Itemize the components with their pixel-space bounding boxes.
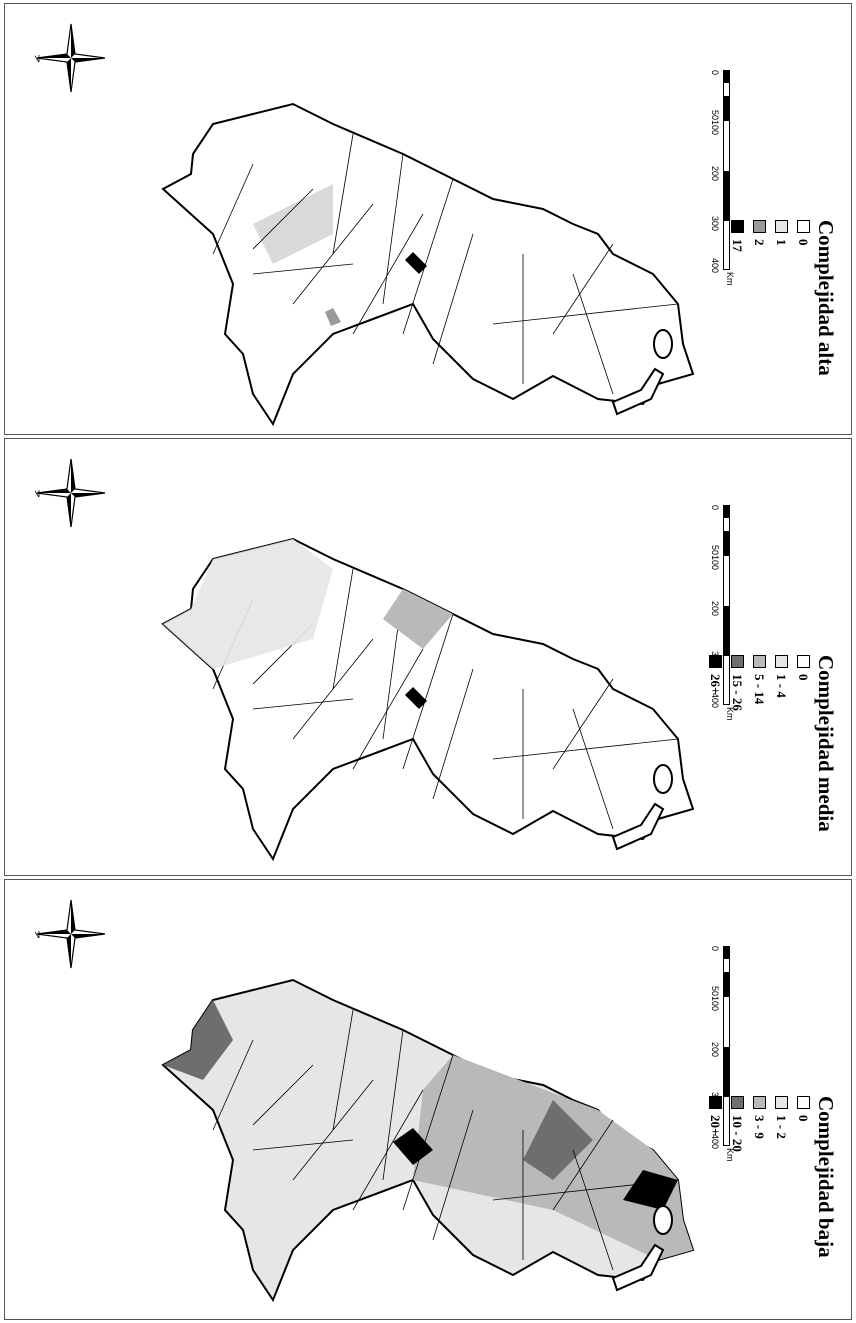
legend-swatch [775,655,788,668]
legend-title-media: Complejidad media [814,655,838,832]
legend-swatch [753,655,766,668]
legend-item: 1 [772,220,790,292]
legend-swatch [775,1096,788,1109]
legend-item: 2 [750,220,768,292]
legend-item: 5 - 14 [750,655,768,727]
scale-bar: 0 50100 200 300 400 Km [710,505,735,721]
legend-swatch [753,1096,766,1109]
legend-item: 1 - 2 [772,1096,790,1168]
map-panel-media: Complejidad media 0 1 - 4 5 - 14 15 - 26… [4,438,852,876]
legend-title-baja: Complejidad baja [814,1096,838,1258]
legend-swatch [797,220,810,233]
region-map-media [161,537,695,862]
legend-title-alta: Complejidad alta [814,220,838,376]
north-label: N [35,54,40,65]
map-panel-baja: Complejidad baja 0 1 - 2 3 - 9 10 - 20 2… [4,879,852,1320]
legend-item: 1 - 4 [772,655,790,727]
compass-rose-icon: N [35,458,106,528]
legend-item: 0 [794,220,812,292]
legend-swatch [797,1096,810,1109]
north-label: N [35,930,40,941]
compass-rose-icon: N [35,899,106,969]
legend-swatch [753,220,766,233]
compass-rose-icon: N [35,23,106,93]
legend-item: 3 - 9 [750,1096,768,1168]
legend-item: 0 [794,1096,812,1168]
legend-item: 0 [794,655,812,727]
scale-bar: 0 50100 200 300 400 Km [710,946,735,1162]
region-map-alta [161,102,695,427]
region-map-baja [161,978,695,1303]
north-label: N [35,489,40,500]
legend-swatch [775,220,788,233]
scale-bar: 0 50100 200 300 400 Km [710,70,735,286]
legend-swatch [797,655,810,668]
map-panel-alta: Complejidad alta 0 1 2 17 0 50100 200 30… [4,3,852,435]
